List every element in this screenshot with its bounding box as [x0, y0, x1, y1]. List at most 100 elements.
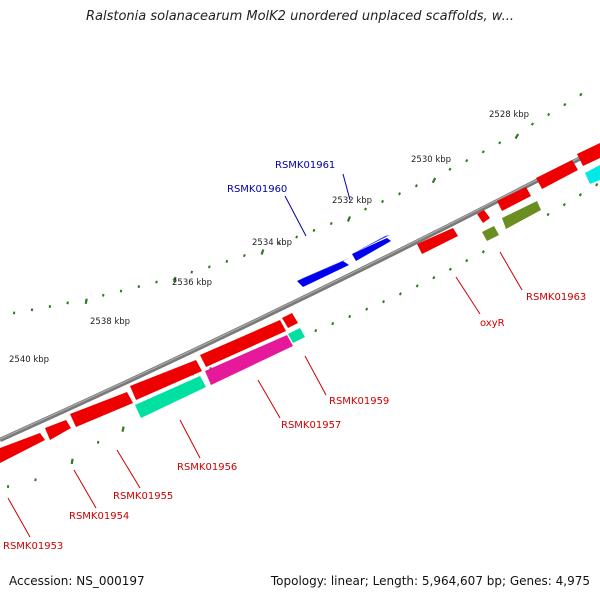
tick-mark: [381, 199, 385, 204]
scale-label: 2540 kbp: [9, 355, 49, 365]
tick-mark: [514, 133, 520, 140]
tick-mark: [70, 458, 74, 465]
tick-mark: [314, 329, 318, 333]
tick-mark: [546, 212, 550, 217]
tick-mark: [190, 270, 194, 274]
feature-rsmk01956-green[interactable]: [135, 376, 206, 418]
leader-line: [342, 173, 351, 201]
gene-label-rsmk01963[interactable]: RSMK01963: [526, 292, 586, 303]
leader-lines: [7, 173, 523, 538]
tick-mark: [312, 228, 316, 232]
leader-line: [284, 195, 307, 237]
tick-mark: [578, 192, 582, 197]
gene-rsmk01961[interactable]: [352, 238, 391, 261]
tick-mark: [414, 184, 418, 188]
tick-mark: [243, 253, 246, 258]
tick-mark: [595, 182, 599, 187]
gene-rsmk01963-small[interactable]: [477, 210, 490, 223]
tick-mark: [498, 141, 502, 145]
leader-line: [257, 379, 281, 419]
scale-label: 2538 kbp: [90, 317, 130, 327]
tick-mark: [562, 202, 566, 207]
tick-mark: [102, 293, 105, 297]
gene-rsmk01964[interactable]: [497, 187, 531, 211]
tick-mark: [48, 305, 52, 308]
tick-mark: [415, 284, 419, 288]
tick-mark: [398, 192, 402, 196]
tick-mark: [277, 241, 281, 245]
tick-mark: [382, 299, 386, 304]
gene-rsmk01956-fwd[interactable]: [130, 360, 202, 400]
gene-label-rsmk01960[interactable]: RSMK01960: [227, 184, 287, 195]
tick-mark: [66, 301, 69, 305]
scale-label: 2532 kbp: [332, 196, 372, 206]
tick-mark: [563, 103, 567, 107]
tick-mark: [137, 285, 141, 289]
leader-line: [116, 449, 141, 489]
rna-and-misc-features: [135, 201, 541, 418]
chromosome-backbone: [0, 146, 600, 443]
tick-mark: [155, 280, 158, 284]
tick-mark: [346, 216, 352, 222]
tick-mark: [96, 440, 100, 444]
gene-rsmk01955[interactable]: [70, 392, 133, 427]
tick-mark: [398, 292, 402, 296]
gene-label-rsmk01954[interactable]: RSMK01954: [69, 511, 129, 522]
gene-labels: RSMK01961 RSMK01960 RSMK01963 oxyR RSMK0…: [3, 160, 586, 552]
gene-label-rsmk01955[interactable]: RSMK01955: [113, 491, 173, 502]
feature-rsmk01957-pink[interactable]: [205, 335, 293, 385]
scale-label: 2528 kbp: [489, 110, 529, 120]
gene-rsmk01961-top: [352, 235, 390, 254]
tick-mark: [119, 289, 123, 293]
gene-label-rsmk01956[interactable]: RSMK01956: [177, 462, 237, 473]
tick-mark: [530, 122, 534, 126]
gene-label-rsmk01961[interactable]: RSMK01961: [275, 160, 335, 171]
gene-rsmk01965[interactable]: [536, 160, 578, 189]
gene-cyan[interactable]: [585, 165, 600, 184]
feature-rsmk01963-olive[interactable]: [482, 226, 499, 241]
gene-rsmk01960[interactable]: [297, 261, 349, 287]
gene-rsmk01954[interactable]: [45, 420, 71, 440]
gene-rsmk01959-fwd[interactable]: [282, 313, 298, 328]
tick-mark: [84, 298, 88, 305]
tick-mark: [225, 259, 229, 263]
tick-mark: [432, 276, 436, 280]
tick-mark: [208, 265, 211, 269]
map-title: Ralstonia solanacearum MolK2 unordered u…: [85, 9, 514, 24]
gene-rsmk01960-top: [297, 258, 349, 281]
outer-tick-row: [12, 92, 583, 315]
tick-mark: [365, 307, 369, 311]
feature-rsmk01963-olive-large[interactable]: [502, 201, 541, 229]
accession-text: Accession: NS_000197: [9, 574, 145, 588]
tick-mark: [481, 250, 485, 254]
genome-summary-text: Topology: linear; Length: 5,964,607 bp; …: [270, 574, 590, 588]
gene-rsmk01966[interactable]: [577, 143, 600, 166]
leader-line: [7, 497, 31, 538]
gene-label-rsmk01957[interactable]: RSMK01957: [281, 420, 341, 431]
reverse-strand-genes: [297, 235, 391, 287]
tick-mark: [331, 322, 335, 326]
tick-mark: [364, 207, 367, 211]
tick-mark: [579, 92, 583, 97]
scale-label: 2534 kbp: [252, 238, 292, 248]
leader-line: [179, 419, 201, 459]
gene-label-rsmk01953[interactable]: RSMK01953: [3, 541, 63, 552]
tick-mark: [295, 235, 299, 239]
feature-rsmk01959-green[interactable]: [288, 328, 305, 343]
scale-label: 2536 kbp: [172, 278, 212, 288]
tick-mark: [448, 167, 452, 171]
tick-mark: [481, 150, 485, 154]
gene-oxyr[interactable]: [417, 228, 458, 254]
leader-line: [499, 251, 523, 291]
tick-mark: [260, 249, 265, 255]
gene-rsmk01953[interactable]: [0, 433, 45, 463]
gene-rsmk01957-fwd[interactable]: [200, 320, 286, 367]
tick-mark: [431, 177, 437, 184]
gene-label-rsmk01959[interactable]: RSMK01959: [329, 396, 389, 407]
leader-line: [304, 355, 327, 396]
scale-labels: 2528 kbp 2530 kbp 2532 kbp 2534 kbp 2536…: [9, 110, 529, 365]
scale-label: 2530 kbp: [411, 155, 451, 165]
gene-label-oxyr[interactable]: oxyR: [480, 318, 505, 329]
tick-mark: [547, 112, 551, 117]
